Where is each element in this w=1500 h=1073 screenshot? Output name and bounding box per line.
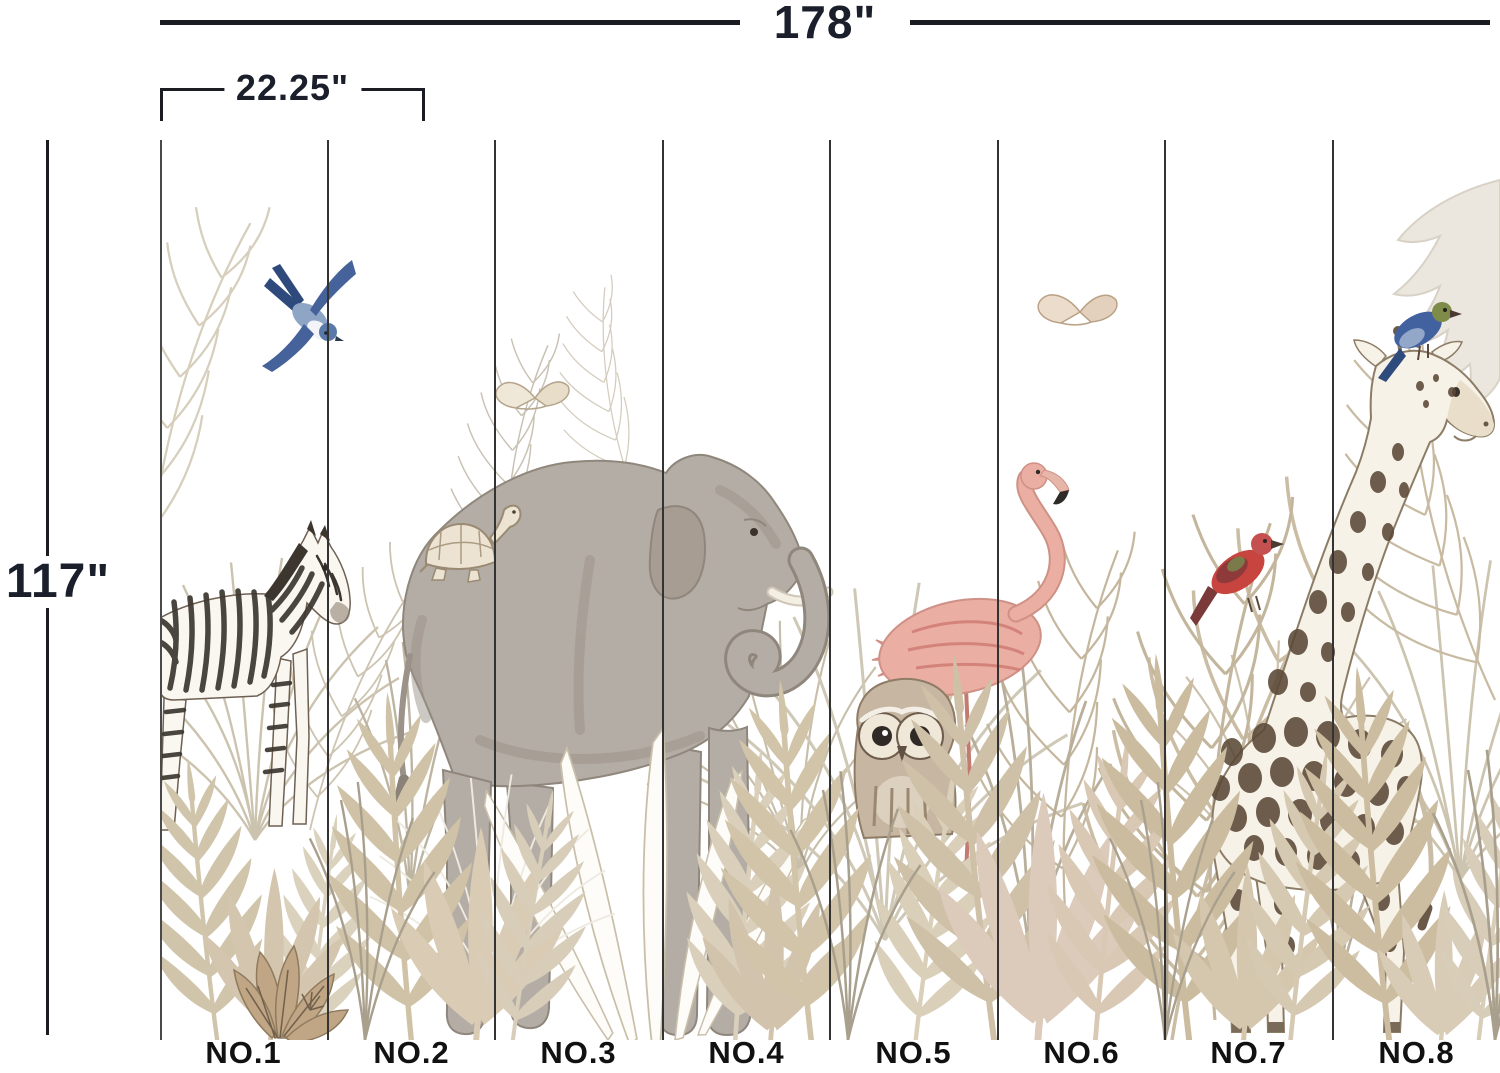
panel-label-6: NO.6: [1043, 1035, 1120, 1070]
turtle: [419, 504, 522, 583]
panel-label-8: NO.8: [1378, 1035, 1455, 1070]
width-dimension-line-left: [160, 19, 740, 25]
panel-divider: [997, 140, 999, 1040]
panel-divider: [327, 140, 329, 1040]
panel-label-4: NO.4: [708, 1035, 785, 1070]
panel-width-label: 22.25": [223, 66, 362, 110]
zebra: [160, 520, 351, 831]
panel-label-2: NO.2: [373, 1035, 450, 1070]
panel-label-1: NO.1: [205, 1035, 282, 1070]
butterfly: [1037, 294, 1118, 326]
panel-divider: [662, 140, 664, 1040]
red-bird: [1190, 533, 1284, 626]
panel-label-3: NO.3: [540, 1035, 617, 1070]
wallpaper-mural-preview: [160, 140, 1500, 1040]
total-width-label: 178": [773, 0, 877, 48]
mural-illustration: [160, 140, 1500, 1040]
swallow-bird: [262, 260, 356, 372]
panel-divider: [494, 140, 496, 1040]
panel-label-7: NO.7: [1210, 1035, 1287, 1070]
panel-width-dimension: 22.25": [160, 66, 425, 122]
foreground-foliage: [160, 646, 1500, 1040]
panel-divider: [1164, 140, 1166, 1040]
blue-bird: [1378, 302, 1462, 382]
width-dimension-line-right: [910, 19, 1490, 25]
mural-left-edge: [160, 140, 162, 1040]
butterfly: [495, 381, 570, 410]
height-label: 117": [0, 556, 116, 608]
panel-label-5: NO.5: [875, 1035, 952, 1070]
panel-divider: [1332, 140, 1334, 1040]
panel-divider: [829, 140, 831, 1040]
total-width-dimension: 178": [160, 0, 1490, 48]
petal-plant: [233, 944, 350, 1040]
